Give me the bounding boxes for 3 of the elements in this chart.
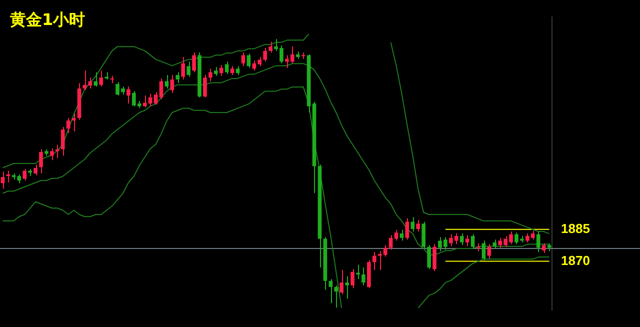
- chart-title: 黄金1小时: [10, 10, 86, 31]
- y-tick-label: 1870: [561, 252, 590, 268]
- y-tick-label: 1885: [561, 220, 590, 236]
